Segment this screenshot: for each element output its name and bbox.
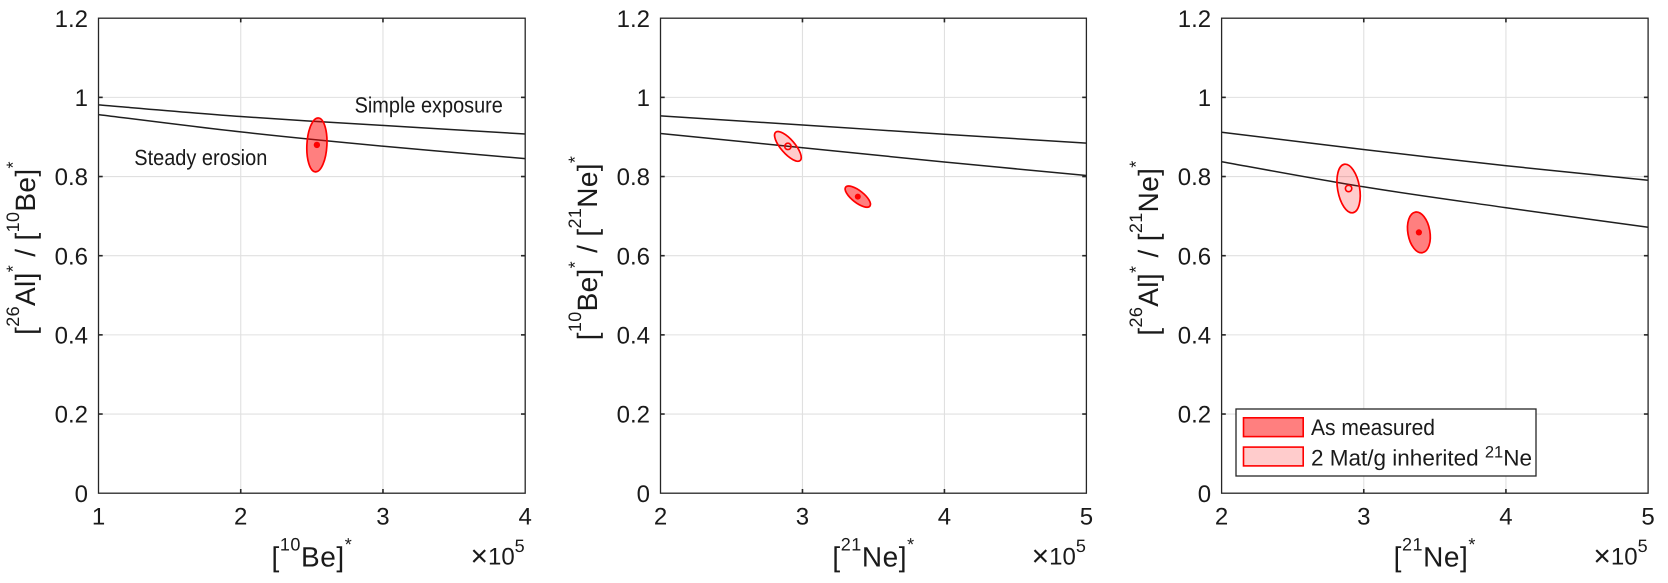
svg-text:5: 5 (1080, 504, 1093, 531)
svg-text:0.6: 0.6 (1178, 243, 1211, 270)
svg-text:0.8: 0.8 (617, 164, 650, 191)
svg-text:1: 1 (637, 85, 650, 112)
svg-text:×105: ×105 (470, 536, 524, 573)
svg-text:×105: ×105 (1593, 536, 1647, 573)
svg-text:1.2: 1.2 (55, 6, 88, 33)
svg-text:0.2: 0.2 (617, 402, 650, 429)
svg-text:0: 0 (637, 481, 650, 508)
svg-text:1: 1 (92, 504, 105, 531)
svg-text:As measured: As measured (1311, 415, 1435, 440)
svg-text:Steady erosion: Steady erosion (134, 145, 267, 170)
svg-text:Simple exposure: Simple exposure (355, 93, 503, 118)
svg-text:3: 3 (796, 504, 809, 531)
svg-text:[21Ne]*: [21Ne]* (832, 535, 914, 573)
svg-text:2: 2 (234, 504, 247, 531)
svg-text:1.2: 1.2 (617, 6, 650, 33)
svg-text:4: 4 (938, 504, 951, 531)
svg-text:0: 0 (1198, 481, 1211, 508)
svg-text:[26Al]* / [10Be]*: [26Al]* / [10Be]* (3, 161, 41, 335)
svg-text:1: 1 (75, 85, 88, 112)
svg-text:×105: ×105 (1032, 536, 1086, 573)
svg-text:0: 0 (75, 481, 88, 508)
svg-text:1.2: 1.2 (1178, 6, 1211, 33)
svg-text:4: 4 (519, 504, 532, 531)
svg-text:0.4: 0.4 (1178, 323, 1211, 350)
svg-text:[10Be]* / [21Ne]*: [10Be]* / [21Ne]* (565, 156, 603, 341)
svg-text:0.6: 0.6 (617, 243, 650, 270)
svg-text:[26Al]* / [21Ne]*: [26Al]* / [21Ne]* (1126, 160, 1164, 335)
svg-text:0.8: 0.8 (1178, 164, 1211, 191)
svg-text:1: 1 (1198, 85, 1211, 112)
svg-text:5: 5 (1641, 504, 1654, 531)
svg-text:0.6: 0.6 (55, 243, 88, 270)
svg-text:2: 2 (654, 504, 667, 531)
svg-text:0.2: 0.2 (1178, 402, 1211, 429)
svg-text:0.4: 0.4 (55, 323, 88, 350)
svg-text:0.4: 0.4 (617, 323, 650, 350)
svg-text:2: 2 (1215, 504, 1228, 531)
svg-text:3: 3 (376, 504, 389, 531)
svg-text:0.2: 0.2 (55, 402, 88, 429)
svg-text:0.8: 0.8 (55, 164, 88, 191)
svg-text:3: 3 (1357, 504, 1370, 531)
svg-text:4: 4 (1499, 504, 1512, 531)
